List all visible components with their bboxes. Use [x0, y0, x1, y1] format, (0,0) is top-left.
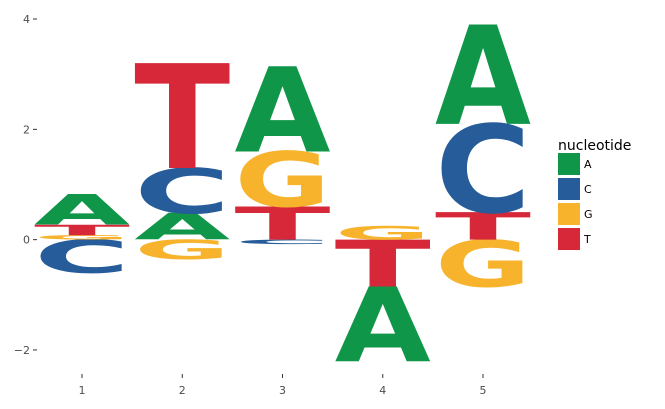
logo-letter-t: T: [34, 222, 130, 239]
logo-letter-glyph: G: [134, 234, 230, 265]
legend-swatch-c: [558, 178, 580, 200]
legend-swatch-a: [558, 153, 580, 175]
logo-letter-t: T: [134, 35, 230, 203]
y-tick-label: 4: [23, 13, 30, 26]
logo-letter-glyph: G: [34, 234, 130, 241]
logo-letter-glyph: G: [235, 137, 331, 225]
logo-letter-glyph: A: [34, 186, 131, 235]
logo-letter-glyph: A: [435, 0, 531, 156]
logo-letter-t: T: [335, 227, 431, 302]
logo-letter-glyph: C: [34, 231, 130, 284]
logo-letter-glyph: T: [234, 198, 330, 251]
logo-letter-c: C: [435, 100, 531, 241]
logo-letter-g: G: [235, 137, 331, 225]
legend-swatch-g: [558, 203, 580, 225]
logo-letter-glyph: A: [134, 206, 230, 249]
legend-label-a: A: [584, 158, 592, 171]
x-tick-label: 4: [379, 384, 386, 397]
logo-letter-a: A: [335, 267, 431, 386]
legend-label-g: G: [584, 208, 593, 221]
legend-label-c: C: [584, 183, 592, 196]
y-tick-label: −2: [14, 344, 30, 357]
legend-title: nucleotide: [558, 138, 631, 154]
logo-letter-glyph: C: [134, 156, 230, 228]
logo-letter-a: A: [435, 0, 531, 156]
logo-letter-glyph: A: [335, 267, 431, 386]
legend-label-t: T: [583, 233, 591, 246]
x-tick-label: 2: [179, 384, 186, 397]
logo-letter-glyph: T: [134, 35, 230, 203]
logo-letter-a: A: [34, 186, 131, 235]
x-tick-label: 1: [79, 384, 86, 397]
logo-letter-glyph: C: [435, 100, 531, 241]
logo-letter-g: G: [134, 234, 230, 265]
y-tick-label: 2: [23, 123, 30, 136]
logo-letter-c: C: [235, 238, 331, 245]
logo-letter-g: G: [34, 234, 130, 241]
axes: −2 0 2 4 1 2 3 4 5: [14, 13, 487, 397]
logo-letter-glyph: T: [34, 222, 130, 239]
logo-letter-glyph: T: [435, 205, 531, 249]
y-tick-label: 0: [23, 234, 30, 247]
x-tick-label: 5: [480, 384, 487, 397]
x-tick-label: 3: [279, 384, 286, 397]
logo-letter-glyph: G: [335, 222, 431, 244]
logo-letter-c: C: [134, 156, 230, 228]
logo-letter-a: A: [134, 206, 230, 249]
logo-letter-glyph: T: [335, 227, 431, 302]
legend-swatch-t: [558, 228, 580, 250]
logo-letter-g: G: [435, 227, 531, 302]
logo-letter-g: G: [335, 222, 431, 244]
logo-letter-glyph: G: [435, 227, 531, 302]
logo-letter-c: C: [34, 231, 130, 284]
logo-letter-glyph: A: [235, 44, 331, 180]
logo-letter-t: T: [435, 205, 531, 249]
logo-letter-glyph: C: [235, 238, 331, 245]
logo-letter-t: T: [234, 198, 330, 251]
logo-letter-a: A: [235, 44, 331, 180]
